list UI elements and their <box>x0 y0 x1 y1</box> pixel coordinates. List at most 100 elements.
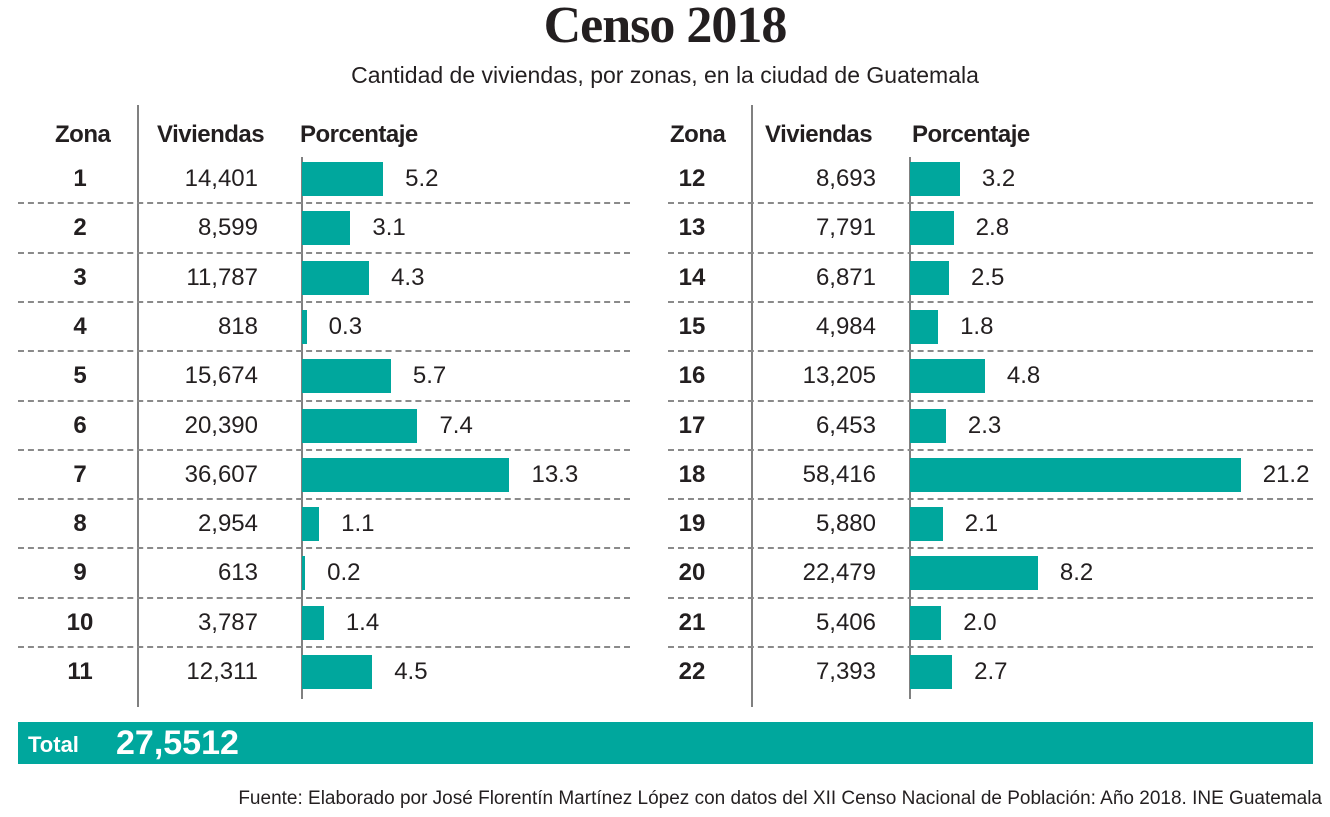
percentage-bar <box>910 260 949 295</box>
total-band: Total 27,5512 <box>18 722 1313 764</box>
table-row: 13 7,791 2.8 <box>0 203 1330 252</box>
percentage-bar <box>302 260 370 295</box>
percentage-bar <box>910 655 953 689</box>
percentage-label: 5.7 <box>412 362 447 390</box>
source-note: Fuente: Elaborado por José Florentín Mar… <box>238 788 1322 809</box>
row-separator <box>668 646 1313 648</box>
percentage-bar <box>910 408 946 443</box>
row-separator <box>18 596 630 599</box>
table-row: 4 818 0.3 <box>0 302 1330 351</box>
percentage-bar <box>302 359 391 394</box>
viviendas-cell: 7,791 <box>815 214 876 242</box>
row-separator <box>668 498 1313 501</box>
viviendas-cell: 58,416 <box>802 460 876 488</box>
percentage-label: 2.1 <box>964 510 999 538</box>
zona-cell: 2 <box>73 214 87 242</box>
zona-cell: 22 <box>678 658 706 685</box>
percentage-bar <box>302 655 373 689</box>
zona-cell: 3 <box>73 263 87 291</box>
porcentaje-header: Porcentaje <box>912 121 1030 148</box>
percentage-label: 5.2 <box>405 165 439 192</box>
zona-header: Zona <box>55 121 111 148</box>
row-separator <box>668 202 1313 205</box>
table-row: 15 4,984 1.8 <box>0 302 1330 351</box>
percentage-label: 4.8 <box>1006 362 1041 390</box>
row-separator <box>18 300 630 303</box>
table-row: 21 5,406 2.0 <box>0 598 1330 647</box>
percentage-label: 21.2 <box>1262 460 1310 488</box>
percentage-bar <box>910 211 954 246</box>
zona-cell: 12 <box>678 165 706 192</box>
percentage-bar <box>910 556 1038 591</box>
zona-cell: 20 <box>678 559 706 587</box>
table-row: 1 14,401 5.2 <box>0 154 1330 203</box>
viviendas-cell: 8,599 <box>197 214 258 242</box>
viviendas-cell: 15,674 <box>184 362 258 390</box>
zona-cell: 9 <box>73 559 87 587</box>
viviendas-cell: 14,401 <box>184 165 258 192</box>
viviendas-cell: 4,984 <box>815 312 876 340</box>
percentage-label: 2.7 <box>974 658 1008 685</box>
row-separator <box>668 547 1313 550</box>
percentage-bar <box>910 309 939 344</box>
chart-title: Censo 2018 <box>543 0 788 54</box>
table-row: 3 11,787 4.3 <box>0 253 1330 302</box>
percentage-bar <box>302 162 384 196</box>
viviendas-cell: 20,390 <box>184 411 258 439</box>
viviendas-cell: 22,479 <box>802 559 876 587</box>
zona-cell: 21 <box>678 608 706 636</box>
total-value: 27,5512 <box>116 724 239 762</box>
table-row: 16 13,205 4.8 <box>0 351 1330 400</box>
row-separator <box>668 399 1313 402</box>
zona-cell: 18 <box>678 460 706 488</box>
percentage-label: 2.3 <box>967 411 1002 439</box>
percentage-label: 8.2 <box>1059 559 1094 587</box>
zona-cell: 8 <box>73 510 87 538</box>
row-separator <box>18 646 630 648</box>
zona-cell: 17 <box>678 411 706 439</box>
viviendas-cell: 3,787 <box>197 608 258 636</box>
percentage-label: 2.5 <box>971 263 1005 291</box>
zona-cell: 11 <box>67 658 93 685</box>
percentage-label: 1.8 <box>960 312 994 340</box>
row-separator <box>18 202 630 205</box>
row-separator <box>668 596 1313 599</box>
row-separator <box>668 300 1313 303</box>
zona-cell: 6 <box>73 411 87 439</box>
table-row: 22 7,393 2.7 <box>0 647 1330 696</box>
row-separator <box>668 448 1313 451</box>
chart-subtitle: Cantidad de viviendas, por zonas, en la … <box>351 62 979 88</box>
percentage-label: 0.3 <box>328 312 363 340</box>
row-separator <box>18 251 630 254</box>
viviendas-cell: 13,205 <box>802 362 876 390</box>
zona-cell: 14 <box>678 263 706 291</box>
zona-cell: 4 <box>73 312 87 340</box>
viviendas-cell: 5,880 <box>815 510 876 538</box>
percentage-bar <box>302 211 351 246</box>
table-row: 7 36,607 13.3 <box>0 450 1330 499</box>
total-label: Total <box>28 732 79 757</box>
viviendas-cell: 6,453 <box>815 411 876 439</box>
zona-cell: 1 <box>73 165 87 192</box>
percentage-bar <box>910 162 960 196</box>
row-separator <box>18 448 630 451</box>
viviendas-cell: 2,954 <box>197 510 258 538</box>
zona-cell: 5 <box>73 362 87 390</box>
percentage-bar <box>302 556 306 591</box>
zona-cell: 16 <box>678 362 706 390</box>
table-row: 18 58,416 21.2 <box>0 450 1330 499</box>
column-divider <box>137 105 139 707</box>
table-row: 10 3,787 1.4 <box>0 598 1330 647</box>
percentage-bar <box>910 359 985 394</box>
percentage-label: 2.8 <box>975 214 1010 242</box>
row-separator <box>668 350 1313 353</box>
table-row: 6 20,390 7.4 <box>0 401 1330 450</box>
row-separator <box>18 547 630 550</box>
table-row: 12 8,693 3.2 <box>0 154 1330 203</box>
viviendas-header: Viviendas <box>765 121 873 148</box>
percentage-label: 4.5 <box>394 658 428 685</box>
percentage-label: 3.2 <box>981 165 1016 192</box>
percentage-label: 4.3 <box>391 263 425 291</box>
percentage-label: 7.4 <box>439 411 473 439</box>
column-divider <box>751 105 753 707</box>
